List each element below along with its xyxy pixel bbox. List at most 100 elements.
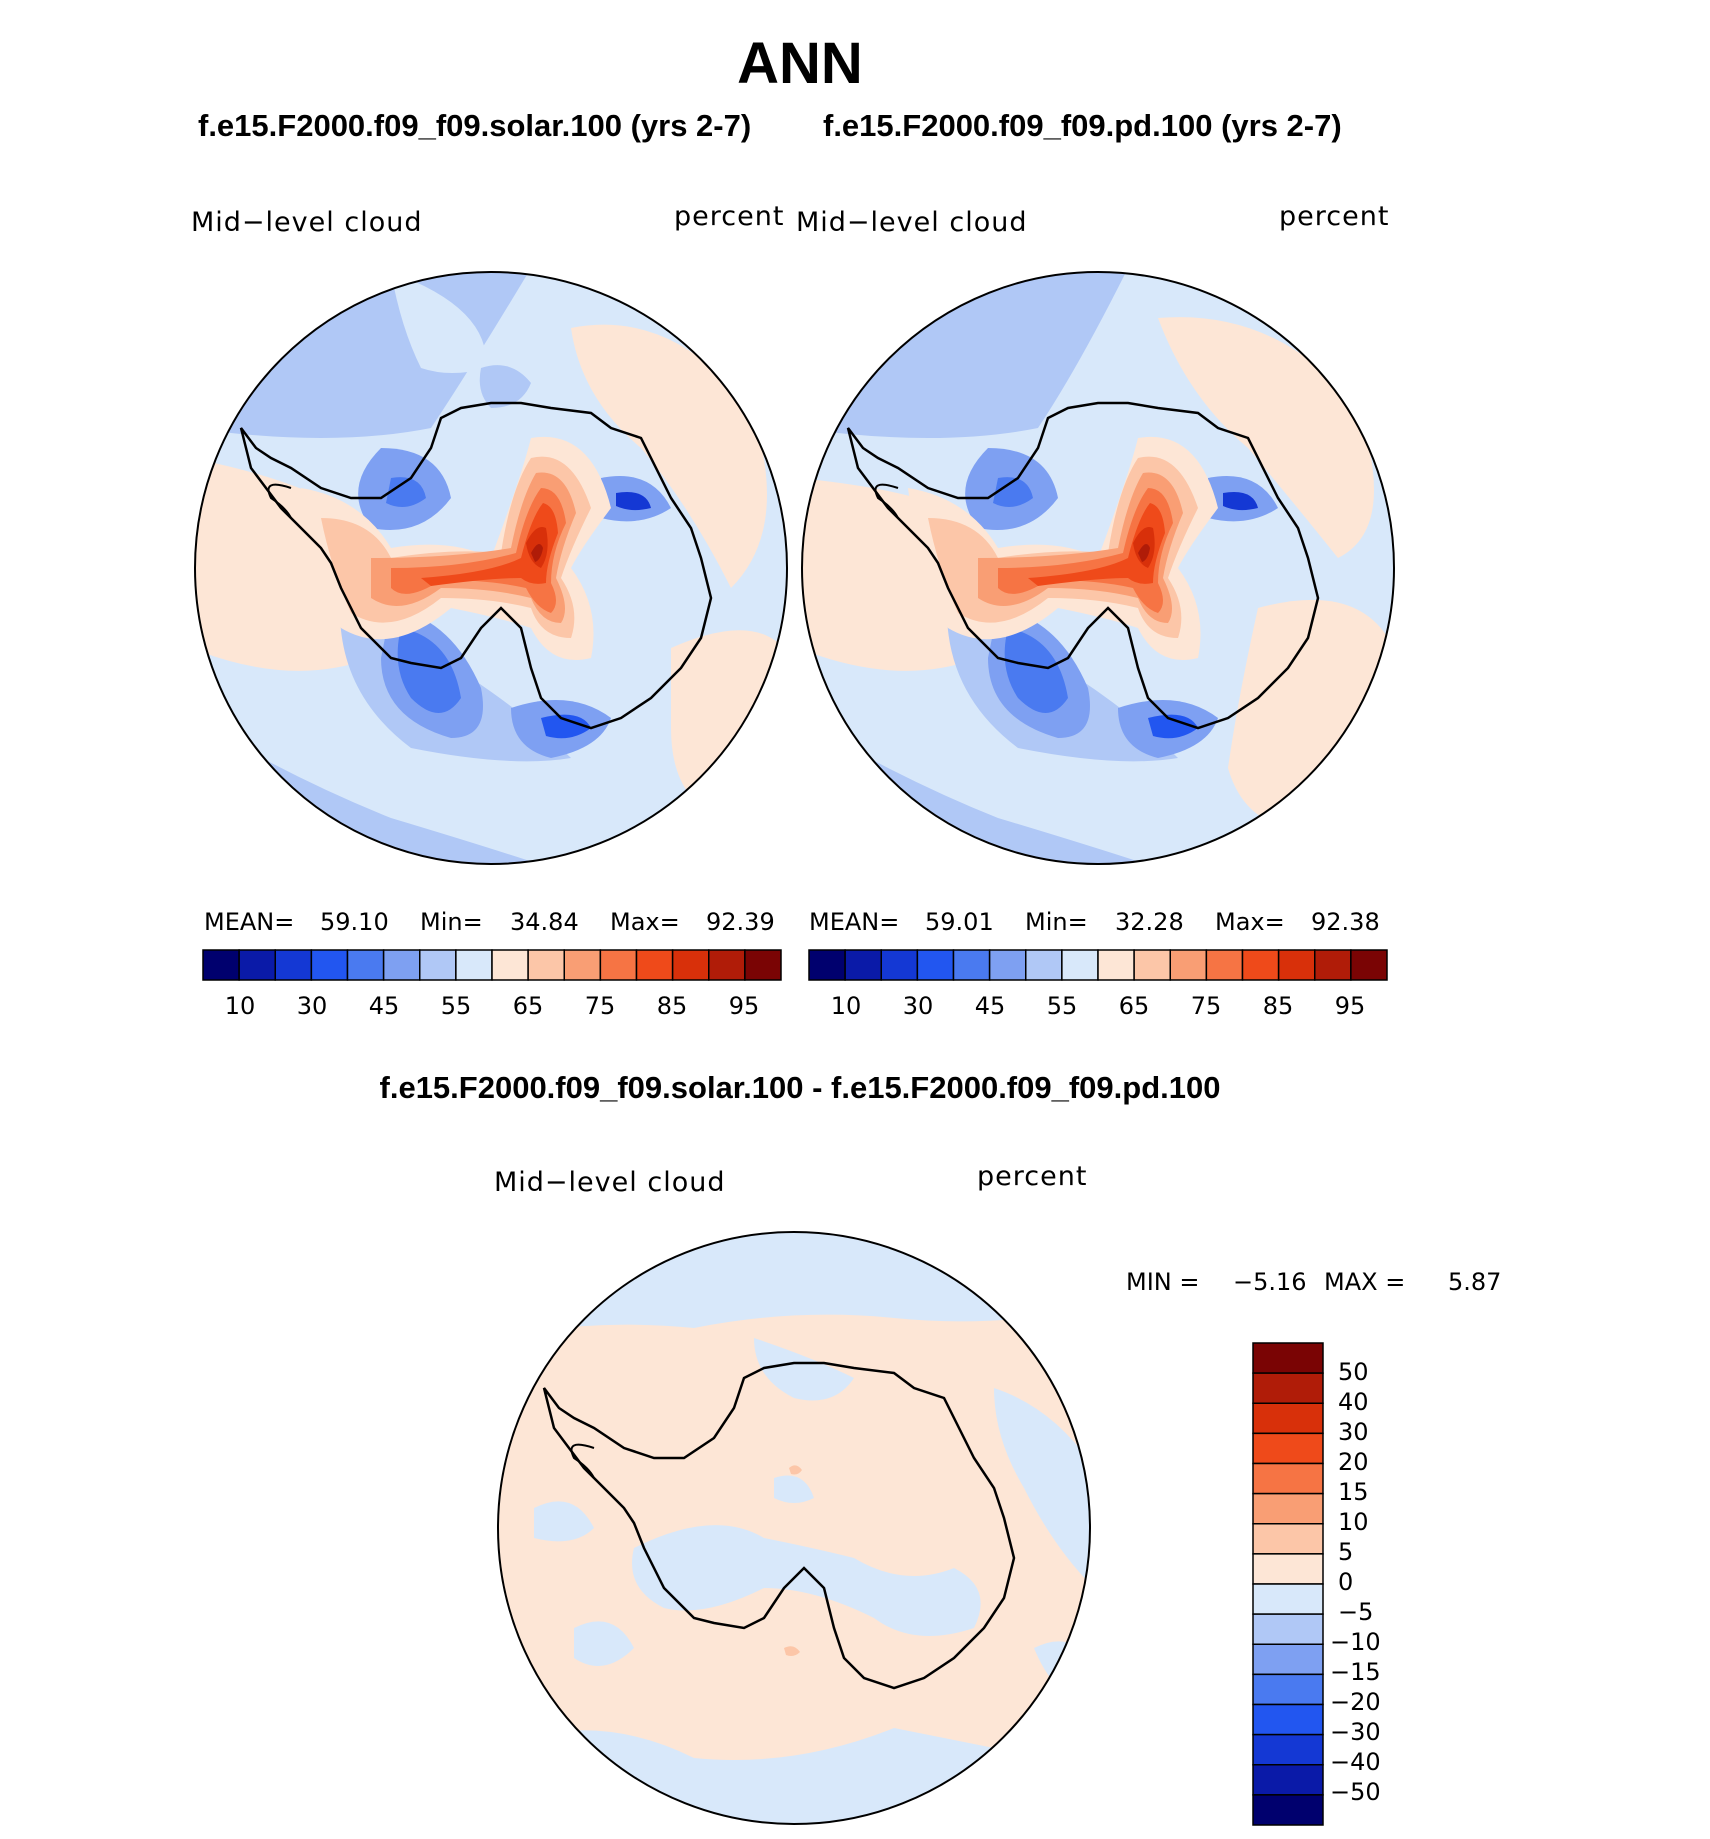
panel2-min-label: Min=	[1025, 908, 1088, 936]
colorbar-tick: 65	[1118, 992, 1150, 1020]
colorbar-swatch	[952, 949, 991, 981]
colorbar-swatch	[916, 949, 955, 981]
colorbar-swatch	[1252, 1523, 1324, 1555]
colorbar-swatch	[1252, 1432, 1324, 1465]
colorbar-tick: 15	[1338, 1478, 1369, 1506]
colorbar-swatch	[844, 949, 882, 981]
colorbar-tick: −20	[1330, 1688, 1381, 1716]
map-panel-difference	[497, 1231, 1091, 1825]
map-boundary	[801, 271, 1395, 865]
colorbar-swatch	[1133, 949, 1171, 981]
colorbar-swatch	[988, 949, 1027, 981]
main-title: ANN	[737, 31, 863, 96]
colorbar-tick: −15	[1330, 1658, 1381, 1686]
colorbar-swatch	[202, 949, 240, 981]
colorbar-tick: 30	[902, 992, 934, 1020]
colorbar-swatch	[599, 949, 638, 981]
case-title-right: f.e15.F2000.f09_f09.pd.100 (yrs 2-7)	[823, 108, 1342, 143]
colorbar-swatch	[419, 949, 457, 981]
colorbar-swatch	[1252, 1583, 1324, 1615]
colorbar-swatch	[1252, 1492, 1324, 1525]
panel3-variable-label: Mid−level cloud	[494, 1167, 726, 1198]
colorbar-tick: 50	[1338, 1358, 1369, 1386]
panel3-min-label: MIN =	[1126, 1268, 1200, 1296]
colorbar-tick: 30	[296, 992, 328, 1020]
colorbar-tick: 10	[1338, 1508, 1369, 1536]
colorbar-swatch	[1252, 1764, 1324, 1796]
colorbar-swatch	[1252, 1643, 1324, 1676]
colorbar-swatch	[1169, 949, 1208, 981]
colorbar-swatch	[1061, 949, 1099, 981]
colorbar-swatch	[1252, 1733, 1324, 1766]
colorbar-swatch	[1252, 1703, 1324, 1736]
colorbar-swatch	[744, 949, 782, 981]
panel3-max-label: MAX =	[1324, 1268, 1406, 1296]
colorbar-swatch	[346, 949, 385, 981]
colorbar-tick: 55	[440, 992, 472, 1020]
panel2-variable-label: Mid−level cloud	[796, 207, 1028, 238]
colorbar-swatch	[1252, 1462, 1324, 1495]
colorbar-swatch	[491, 949, 529, 981]
colorbar-swatch	[274, 949, 313, 981]
colorbar-swatch	[1252, 1613, 1324, 1645]
panel1-max-value: 92.39	[706, 908, 775, 936]
colorbar-tick: 75	[1190, 992, 1222, 1020]
colorbar-swatch	[455, 949, 493, 981]
colorbar-swatch	[880, 949, 919, 981]
colorbar-tick: 55	[1046, 992, 1078, 1020]
colorbar-swatch	[1252, 1553, 1324, 1585]
colorbar-tick: 0	[1338, 1568, 1354, 1596]
colorbar-swatch	[635, 949, 674, 981]
colorbar-swatch	[671, 949, 710, 981]
case-title-left: f.e15.F2000.f09_f09.solar.100 (yrs 2-7)	[198, 108, 752, 143]
coastline	[846, 401, 1320, 730]
colorbar-tick: 5	[1338, 1538, 1354, 1566]
colorbar-tick: 40	[1338, 1388, 1369, 1416]
panel1-min-value: 34.84	[510, 908, 579, 936]
panel1-variable-label: Mid−level cloud	[191, 207, 423, 238]
panel1-max-label: Max=	[610, 908, 680, 936]
colorbar-swatch	[310, 949, 349, 981]
difference-title: f.e15.F2000.f09_f09.solar.100 - f.e15.F2…	[379, 1070, 1221, 1105]
colorbar-swatch	[1277, 949, 1316, 981]
colorbar-swatch	[527, 949, 565, 981]
map-boundary	[497, 1231, 1091, 1825]
panel1-units-label: percent	[674, 201, 785, 232]
panel2-max-label: Max=	[1215, 908, 1285, 936]
colorbar-swatch	[1252, 1673, 1324, 1706]
colorbar-swatch	[708, 949, 746, 981]
panel2-mean-value: 59.01	[925, 908, 994, 936]
panel1-mean-value: 59.10	[320, 908, 389, 936]
panel2-min-value: 32.28	[1115, 908, 1184, 936]
colorbar-tick: −30	[1330, 1718, 1381, 1746]
panel1-min-label: Min=	[420, 908, 483, 936]
colorbar-tick: 45	[974, 992, 1006, 1020]
colorbar-tick: 75	[584, 992, 616, 1020]
colorbar-tick: 85	[656, 992, 688, 1020]
colorbar-swatch	[1252, 1342, 1324, 1374]
panel3-units-label: percent	[977, 1161, 1088, 1192]
colorbar-swatch	[1205, 949, 1244, 981]
colorbar-tick: 95	[1334, 992, 1366, 1020]
colorbar-swatch	[1025, 949, 1063, 981]
colorbar-swatch	[1314, 949, 1352, 981]
colorbar-swatch	[1252, 1794, 1324, 1826]
colorbar-panel1	[202, 949, 782, 981]
map-panel-pd	[801, 271, 1395, 865]
panel2-mean-label: MEAN=	[809, 908, 900, 936]
panel3-max-value: 5.87	[1448, 1268, 1502, 1296]
map-boundary	[194, 271, 788, 865]
panel2-max-value: 92.38	[1311, 908, 1380, 936]
coastline	[239, 401, 713, 730]
colorbar-swatch	[1252, 1402, 1324, 1435]
colorbar-tick: −5	[1338, 1598, 1374, 1626]
colorbar-tick: 10	[830, 992, 862, 1020]
colorbar-tick: 30	[1338, 1418, 1369, 1446]
colorbar-swatch	[382, 949, 421, 981]
colorbar-tick: 45	[368, 992, 400, 1020]
panel2-units-label: percent	[1279, 201, 1390, 232]
colorbar-swatch	[238, 949, 276, 981]
colorbar-swatch	[1350, 949, 1388, 981]
colorbar-panel2	[808, 949, 1388, 981]
colorbar-tick: 85	[1262, 992, 1294, 1020]
